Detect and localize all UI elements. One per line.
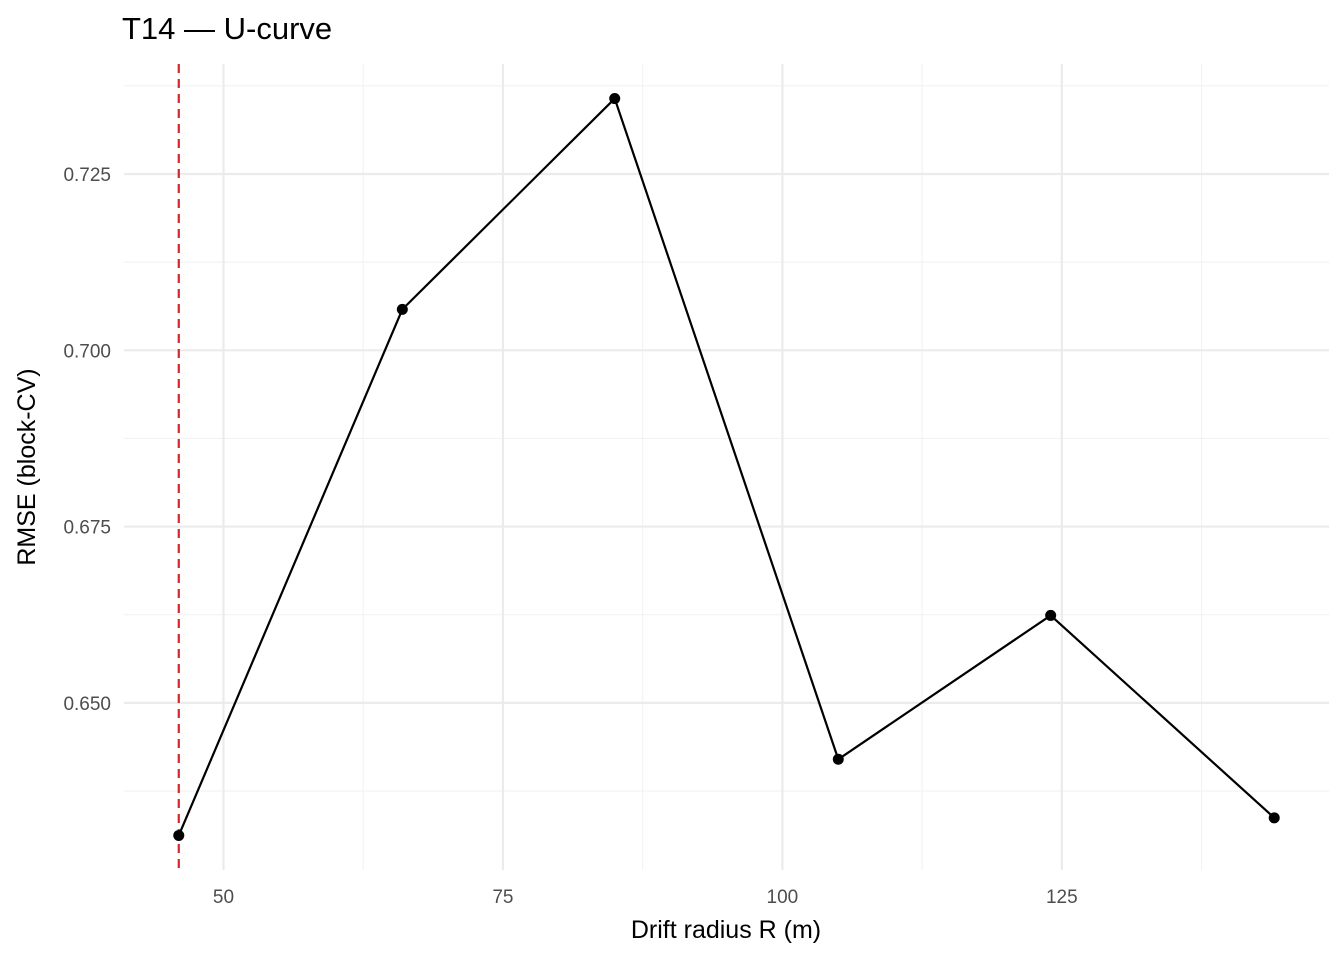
y-tick-label-1: 0.675 (63, 518, 111, 539)
data-point-0-3 (832, 753, 844, 765)
y-axis-title: RMSE (block-CV) (13, 368, 41, 565)
series-layer (177, 97, 1275, 836)
x-tick-label-1: 75 (492, 887, 513, 908)
data-point-0-5 (1268, 812, 1280, 824)
x-tick-label-2: 100 (767, 887, 799, 908)
points-layer (173, 93, 1280, 841)
data-point-0-1 (396, 303, 408, 315)
minor-gridlines (124, 64, 1329, 870)
y-tick-label-0: 0.650 (63, 694, 111, 715)
major-gridlines (124, 64, 1329, 870)
x-tick-label-3: 125 (1046, 887, 1078, 908)
x-tick-labels: 50 75 100 125 (213, 887, 1078, 908)
y-tick-labels: 0.650 0.675 0.700 0.725 (63, 165, 111, 715)
x-axis-title: Drift radius R (m) (631, 916, 821, 944)
y-tick-label-2: 0.700 (63, 341, 111, 362)
data-point-0-0 (173, 829, 185, 841)
x-tick-label-0: 50 (213, 887, 234, 908)
data-point-0-4 (1045, 609, 1057, 621)
chart-title: T14 — U-curve (122, 11, 332, 46)
data-point-0-2 (609, 93, 621, 105)
y-tick-label-3: 0.725 (63, 165, 111, 186)
series-line-0 (177, 97, 1275, 836)
